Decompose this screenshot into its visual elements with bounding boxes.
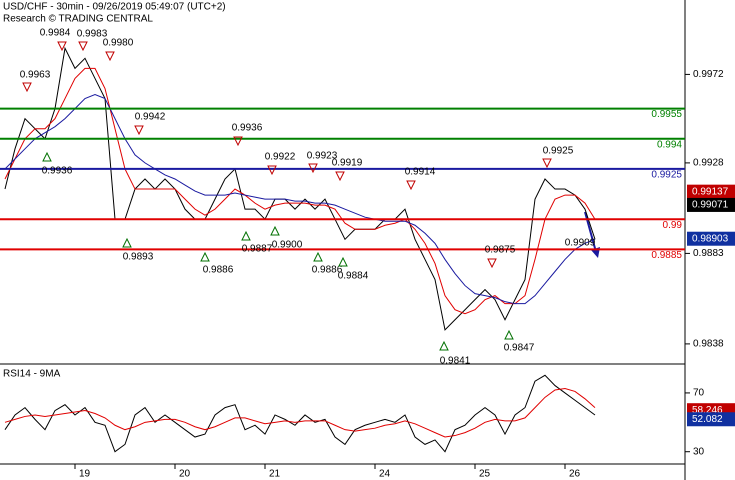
pivot-triangle (122, 237, 132, 248)
value-box (687, 412, 735, 427)
level-label: 0.9885 (651, 250, 682, 261)
pivot-label: 0.9984 (40, 28, 71, 39)
pivot-triangle (134, 125, 144, 136)
pivot-label: 0.9936 (232, 123, 263, 134)
series-line (4, 46, 596, 331)
pivot-triangle (487, 258, 497, 269)
pivot-triangle (233, 136, 243, 147)
pivot-triangle (57, 41, 67, 52)
pivot-triangle (308, 163, 318, 174)
pivot-label: 0.9925 (543, 146, 574, 157)
series-line (4, 388, 596, 438)
y-tick-label: 30 (693, 446, 705, 457)
x-tick-label: 21 (269, 469, 281, 480)
value-box-label: 52.082 (692, 414, 723, 425)
pivot-label: 0.9980 (103, 38, 134, 49)
pivot-triangle (313, 251, 323, 262)
pivot-triangle (200, 251, 210, 262)
pivot-label: 0.9884 (338, 271, 369, 282)
pivot-label: 0.9875 (485, 245, 516, 256)
chart-title: USD/CHF - 30min - 09/26/2019 05:49:07 (U… (3, 2, 226, 13)
pivot-triangle (78, 41, 88, 52)
value-box (687, 197, 735, 212)
pivot-label: 0.9963 (20, 70, 51, 81)
pivot-triangle (241, 230, 251, 241)
pivot-label: 0.9983 (77, 29, 108, 40)
x-tick-label: 26 (569, 469, 581, 480)
y-tick-label: 0.9972 (693, 69, 724, 80)
value-box (687, 184, 735, 199)
x-tick-label: 19 (79, 469, 91, 480)
series-line (4, 67, 596, 315)
pivot-triangle (504, 329, 514, 340)
pivot-label: 0.9900 (272, 240, 303, 251)
value-box (687, 231, 735, 246)
pivot-label: 0.9923 (307, 151, 338, 162)
level-label: 0.9925 (651, 170, 682, 181)
pivot-triangle (406, 180, 416, 191)
pivot-label: 0.9887 (242, 244, 273, 255)
pivot-label: 0.9914 (405, 167, 436, 178)
value-box-label: 0.99137 (692, 186, 729, 197)
pivot-label: 0.9893 (123, 252, 154, 263)
pivot-triangle (542, 158, 552, 169)
x-tick-label: 25 (479, 469, 491, 480)
pivot-triangle (439, 340, 449, 351)
pivot-triangle (105, 51, 115, 62)
value-box-label: 58.246 (692, 405, 723, 416)
pivot-label: 0.9909 (565, 238, 596, 249)
value-box-label: 0.98903 (692, 233, 729, 244)
value-box-label: 0.99071 (692, 200, 729, 211)
series-line (4, 93, 596, 305)
pivot-label: 0.9942 (135, 112, 166, 123)
y-tick-label: 0.9838 (693, 339, 724, 350)
pivot-label: 0.9919 (332, 158, 363, 169)
pivot-triangle (335, 171, 345, 182)
pivot-label: 0.9841 (440, 356, 471, 367)
chart-subtitle: Research © TRADING CENTRAL (3, 14, 153, 25)
pivot-triangle (270, 225, 280, 236)
pivot-label: 0.9886 (203, 265, 234, 276)
pivot-label: 0.9847 (504, 343, 535, 354)
pivot-triangle (42, 151, 52, 162)
rsi-title: RSI14 - 9MA (3, 369, 61, 380)
pivot-label: 0.9936 (42, 166, 73, 177)
x-tick-label: 20 (179, 469, 191, 480)
level-label: 0.9955 (651, 109, 682, 120)
pivot-triangle (338, 256, 348, 267)
pivot-triangle (22, 82, 32, 93)
pivot-label: 0.9922 (265, 152, 296, 163)
level-label: 0.994 (657, 139, 682, 150)
x-tick-label: 24 (379, 469, 391, 480)
series-line (4, 374, 596, 453)
pivot-triangle (267, 165, 277, 176)
pivot-label: 0.9886 (312, 265, 343, 276)
level-label: 0.99 (663, 220, 683, 231)
y-tick-label: 0.9883 (693, 248, 724, 259)
y-tick-label: 70 (693, 388, 705, 399)
y-tick-label: 0.9928 (693, 158, 724, 169)
